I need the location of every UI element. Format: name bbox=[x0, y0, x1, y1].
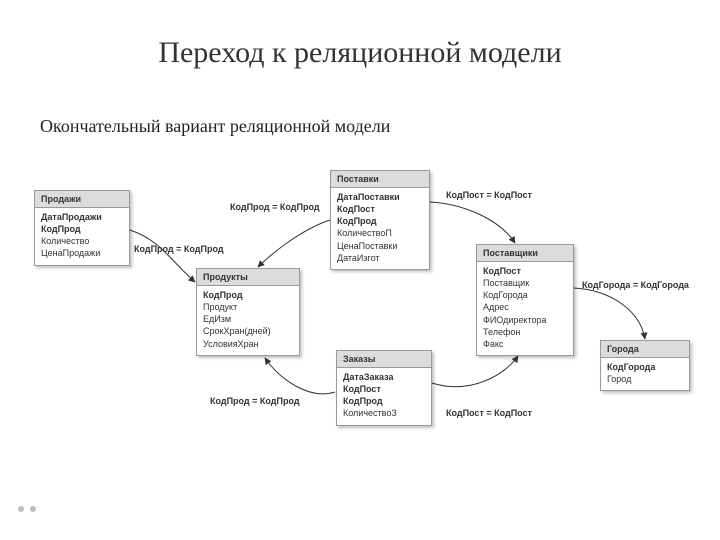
relation-label: КодПрод = КодПрод bbox=[134, 244, 224, 254]
field: КодПрод bbox=[343, 395, 425, 407]
entity-suppliers: Поставщики КодПост Поставщик КодГорода А… bbox=[476, 244, 574, 356]
field: Город bbox=[607, 373, 683, 385]
field: ЕдИзм bbox=[203, 313, 293, 325]
relation-label: КодПрод = КодПрод bbox=[210, 396, 300, 406]
entity-body: ДатаЗаказа КодПост КодПрод КоличествоЗ bbox=[336, 367, 432, 426]
field: КодПрод bbox=[337, 215, 423, 227]
entity-title: Заказы bbox=[336, 350, 432, 367]
relation-label: КодПост = КодПост bbox=[446, 408, 532, 418]
field: КоличествоЗ bbox=[343, 407, 425, 419]
entity-sales: Продажи ДатаПродажи КодПрод Количество Ц… bbox=[34, 190, 130, 266]
entity-supplies: Поставки ДатаПоставки КодПост КодПрод Ко… bbox=[330, 170, 430, 270]
page-subtitle: Окончательный вариант реляционной модели bbox=[40, 116, 390, 137]
field: Факс bbox=[483, 338, 567, 350]
field: Продукт bbox=[203, 301, 293, 313]
field: КодГорода bbox=[607, 361, 683, 373]
entity-cities: Города КодГорода Город bbox=[600, 340, 690, 391]
er-diagram: Продажи ДатаПродажи КодПрод Количество Ц… bbox=[10, 160, 710, 480]
field: ДатаИзгот bbox=[337, 252, 423, 264]
field: КоличествоП bbox=[337, 227, 423, 239]
field: УсловияХран bbox=[203, 338, 293, 350]
field: КодПост bbox=[483, 265, 567, 277]
field: ДатаПродажи bbox=[41, 211, 123, 223]
entity-title: Продажи bbox=[34, 190, 130, 207]
entity-body: КодПост Поставщик КодГорода Адрес ФИОдир… bbox=[476, 261, 574, 356]
field: ЦенаПродажи bbox=[41, 247, 123, 259]
entity-body: ДатаПоставки КодПост КодПрод КоличествоП… bbox=[330, 187, 430, 270]
entity-orders: Заказы ДатаЗаказа КодПост КодПрод Количе… bbox=[336, 350, 432, 426]
field: ЦенаПоставки bbox=[337, 240, 423, 252]
field: КодПрод bbox=[203, 289, 293, 301]
field: Адрес bbox=[483, 301, 567, 313]
entity-title: Продукты bbox=[196, 268, 300, 285]
decor-dot bbox=[18, 506, 24, 512]
relation-label: КодПрод = КодПрод bbox=[230, 202, 320, 212]
field: КодПрод bbox=[41, 223, 123, 235]
entity-body: ДатаПродажи КодПрод Количество ЦенаПрода… bbox=[34, 207, 130, 266]
field: Телефон bbox=[483, 326, 567, 338]
entity-products: Продукты КодПрод Продукт ЕдИзм СрокХран(… bbox=[196, 268, 300, 356]
entity-body: КодПрод Продукт ЕдИзм СрокХран(дней) Усл… bbox=[196, 285, 300, 356]
relation-label: КодПост = КодПост bbox=[446, 190, 532, 200]
page-title: Переход к реляционной модели bbox=[0, 36, 720, 70]
entity-title: Поставки bbox=[330, 170, 430, 187]
field: КодГорода bbox=[483, 289, 567, 301]
field: КодПост bbox=[337, 203, 423, 215]
field: ДатаЗаказа bbox=[343, 371, 425, 383]
entity-title: Города bbox=[600, 340, 690, 357]
field: ДатаПоставки bbox=[337, 191, 423, 203]
field: ФИОдиректора bbox=[483, 314, 567, 326]
entity-title: Поставщики bbox=[476, 244, 574, 261]
entity-body: КодГорода Город bbox=[600, 357, 690, 391]
relation-label: КодГорода = КодГорода bbox=[582, 280, 689, 290]
field: Количество bbox=[41, 235, 123, 247]
field: КодПост bbox=[343, 383, 425, 395]
field: СрокХран(дней) bbox=[203, 325, 293, 337]
decor-dot bbox=[30, 506, 36, 512]
field: Поставщик bbox=[483, 277, 567, 289]
